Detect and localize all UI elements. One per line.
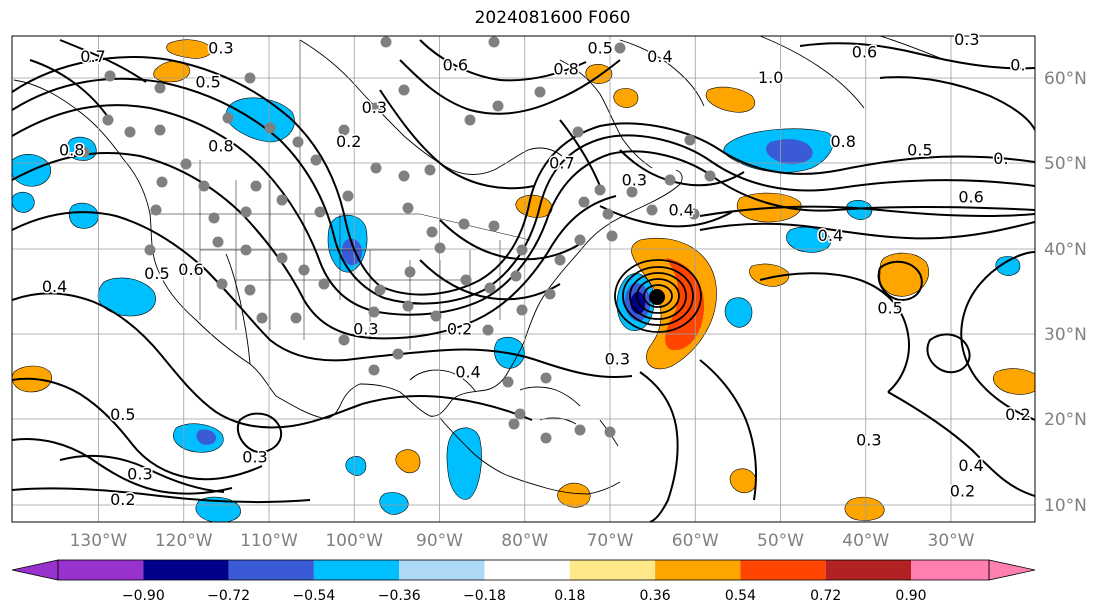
lon-label-110w: 110°W xyxy=(240,531,298,551)
lon-label-130w: 130°W xyxy=(70,531,128,551)
contour-label: 0.3 xyxy=(954,30,979,49)
colorbar-tick-7: 0.36 xyxy=(640,588,671,604)
contour-label: 0.5 xyxy=(144,264,169,283)
lon-label-70w: 70°W xyxy=(587,531,634,551)
longitude-labels: 130°W 120°W 110°W 100°W 90°W 80°W 70°W 6… xyxy=(70,531,975,551)
political-borders xyxy=(150,40,531,350)
contour-label: 0.8 xyxy=(59,141,84,160)
colorbar-tick-4: −0.36 xyxy=(378,588,421,604)
lat-label-50n: 50°N xyxy=(1044,154,1087,174)
contour-label: 0.6 xyxy=(958,188,983,207)
gridlines xyxy=(12,36,1035,522)
contour-label: 0.6 xyxy=(178,260,203,279)
contour-label: 0.8 xyxy=(553,60,578,79)
lon-label-80w: 80°W xyxy=(501,531,548,551)
contour-label: 0. xyxy=(1010,55,1025,74)
colorbar-swatch-9 xyxy=(740,560,826,580)
contour-label: 0.3 xyxy=(362,98,387,117)
contour-label: 0.4 xyxy=(455,362,480,381)
contour-label: 0.5 xyxy=(587,38,612,57)
lon-label-30w: 30°W xyxy=(928,531,975,551)
contour-label: 0.7 xyxy=(80,47,105,66)
lon-label-120w: 120°W xyxy=(155,531,213,551)
colorbar-swatch-3 xyxy=(228,560,314,580)
map-frame xyxy=(11,35,1036,523)
colorbar-tick-10: 0.90 xyxy=(895,588,926,604)
lon-label-60w: 60°W xyxy=(672,531,719,551)
contour-label: 0.4 xyxy=(42,277,67,296)
contour-label: 0.3 xyxy=(127,465,152,484)
contour-label: 0.5 xyxy=(907,141,932,160)
colorbar-max-arrow xyxy=(988,559,1036,581)
latitude-labels: 60°N 50°N 40°N 30°N 20°N 10°N xyxy=(1044,69,1087,516)
contour-label: 0.8 xyxy=(830,132,855,151)
colorbar-swatch-10 xyxy=(825,560,911,580)
colorbar-tick-5: −0.18 xyxy=(463,588,506,604)
lat-label-40n: 40°N xyxy=(1044,240,1087,260)
contour-label: 0.2 xyxy=(1005,405,1030,424)
colorbar-tick-8: 0.54 xyxy=(725,588,756,604)
contour-label: 0. xyxy=(993,149,1008,168)
colorbar-swatch-8 xyxy=(655,560,741,580)
hurricane-contours xyxy=(614,259,702,333)
contour-label: 0.5 xyxy=(877,298,902,317)
contour-labels: 0.7 0.30.50.8 0.8 0.20.30.6 0.80.5 0.41.00.30… xyxy=(40,28,1032,510)
contour-lines xyxy=(12,39,1035,522)
colorbar-min-arrow xyxy=(11,559,59,581)
contour-label: 1.0 xyxy=(758,68,783,87)
lat-label-20n: 20°N xyxy=(1044,410,1087,430)
colorbar-tick-3: −0.54 xyxy=(292,588,335,604)
contour-label: 0.4 xyxy=(647,47,672,66)
contour-label: 0.2 xyxy=(336,132,361,151)
lon-label-90w: 90°W xyxy=(416,531,463,551)
colorbar-tick-2: −0.72 xyxy=(207,588,250,604)
lat-label-10n: 10°N xyxy=(1044,496,1087,516)
contour-label: 0.3 xyxy=(605,350,630,369)
lon-label-100w: 100°W xyxy=(325,531,383,551)
colorbar-swatch-1 xyxy=(58,560,144,580)
contour-label: 0.5 xyxy=(110,405,135,424)
lat-label-30n: 30°N xyxy=(1044,325,1087,345)
colorbar-tick-6: 0.18 xyxy=(554,588,585,604)
contour-label: 0.5 xyxy=(195,72,220,91)
colorbar-swatch-4 xyxy=(313,560,400,580)
contour-label: 0.6 xyxy=(443,55,468,74)
contour-label: 0.3 xyxy=(242,448,267,467)
colorbar: −0.90 −0.72 −0.54 −0.36 −0.18 0.18 0.36 … xyxy=(11,559,1036,604)
contour-label: 0.7 xyxy=(549,153,574,172)
colorbar-swatch-2 xyxy=(143,560,229,580)
colorbar-outline xyxy=(57,559,990,581)
contour-label: 0.3 xyxy=(353,320,378,339)
contour-label: 0.4 xyxy=(818,226,843,245)
contour-label: 0.2 xyxy=(447,320,472,339)
contour-label: 0.8 xyxy=(208,136,233,155)
colorbar-swatch-11 xyxy=(911,560,989,580)
contour-label: 0.3 xyxy=(622,170,647,189)
colorbar-tick-9: 0.72 xyxy=(810,588,841,604)
lon-label-40w: 40°W xyxy=(842,531,889,551)
contour-label: 0.2 xyxy=(950,482,975,501)
map-title: 2024081600 F060 xyxy=(474,8,631,28)
colorbar-swatch-5 xyxy=(399,560,485,580)
contour-label: 0.2 xyxy=(110,490,135,509)
colorbar-swatch-6 xyxy=(484,560,570,580)
lat-label-60n: 60°N xyxy=(1044,69,1087,89)
observation-dots xyxy=(78,36,716,444)
colorbar-swatch-7 xyxy=(569,560,656,580)
contour-label: 0.6 xyxy=(852,43,877,62)
colorbar-tick-1: −0.90 xyxy=(122,588,165,604)
contour-label: 0.4 xyxy=(958,456,983,475)
contour-label: 0.3 xyxy=(208,38,233,57)
contour-label: 0.3 xyxy=(856,431,881,450)
lon-label-50w: 50°W xyxy=(757,531,804,551)
hurricane-center-icon xyxy=(649,289,665,305)
contour-label: 0.4 xyxy=(668,200,693,219)
